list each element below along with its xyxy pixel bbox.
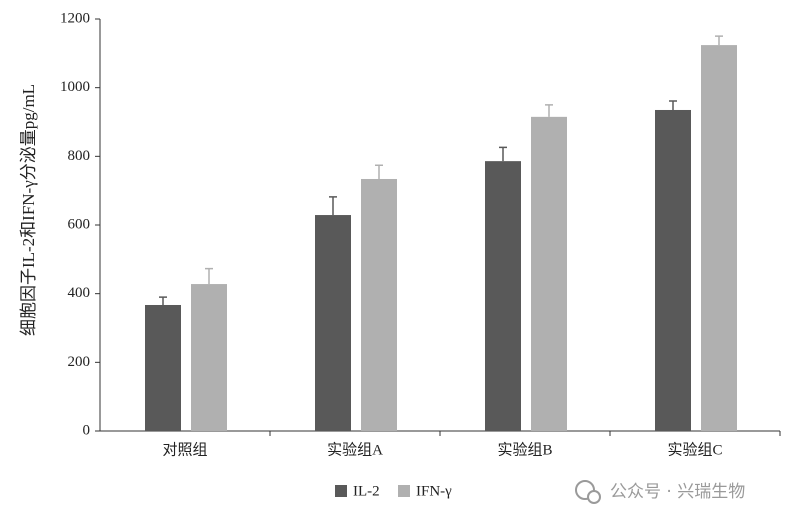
y-axis-label: 细胞因子IL-2和IFN-γ分泌量pg/mL xyxy=(19,84,38,336)
x-tick-label: 实验组C xyxy=(667,441,722,458)
bar xyxy=(145,304,181,431)
y-tick-label: 1200 xyxy=(60,10,90,26)
error-bar xyxy=(375,164,383,179)
y-tick-label: 200 xyxy=(68,354,91,370)
bar xyxy=(531,116,567,431)
error-bar xyxy=(669,100,677,110)
y-tick-label: 0 xyxy=(83,422,91,438)
bar xyxy=(315,215,351,431)
error-bar xyxy=(329,196,337,216)
x-tick-label: 实验组B xyxy=(497,441,552,458)
error-bar xyxy=(499,146,507,162)
bar xyxy=(191,284,227,431)
error-bar xyxy=(715,35,723,46)
error-bar xyxy=(205,267,213,285)
watermark: 公众号 · 兴瑞生物 xyxy=(610,482,745,502)
y-tick-label: 400 xyxy=(68,285,91,301)
watermark-icon xyxy=(575,480,601,504)
error-bar xyxy=(159,296,167,305)
legend-label: IFN-γ xyxy=(416,483,452,499)
legend-swatch xyxy=(335,485,347,497)
x-tick-label: 实验组A xyxy=(327,441,383,458)
error-bar xyxy=(545,104,553,117)
y-tick-label: 800 xyxy=(68,148,91,164)
bar xyxy=(701,45,737,432)
legend-swatch xyxy=(398,485,410,497)
y-tick-label: 600 xyxy=(68,216,91,232)
bar xyxy=(655,109,691,431)
y-tick-label: 1000 xyxy=(60,79,90,95)
bar xyxy=(485,161,521,431)
x-tick-label: 对照组 xyxy=(162,441,207,458)
bar xyxy=(361,178,397,431)
legend-label: IL-2 xyxy=(353,483,380,499)
